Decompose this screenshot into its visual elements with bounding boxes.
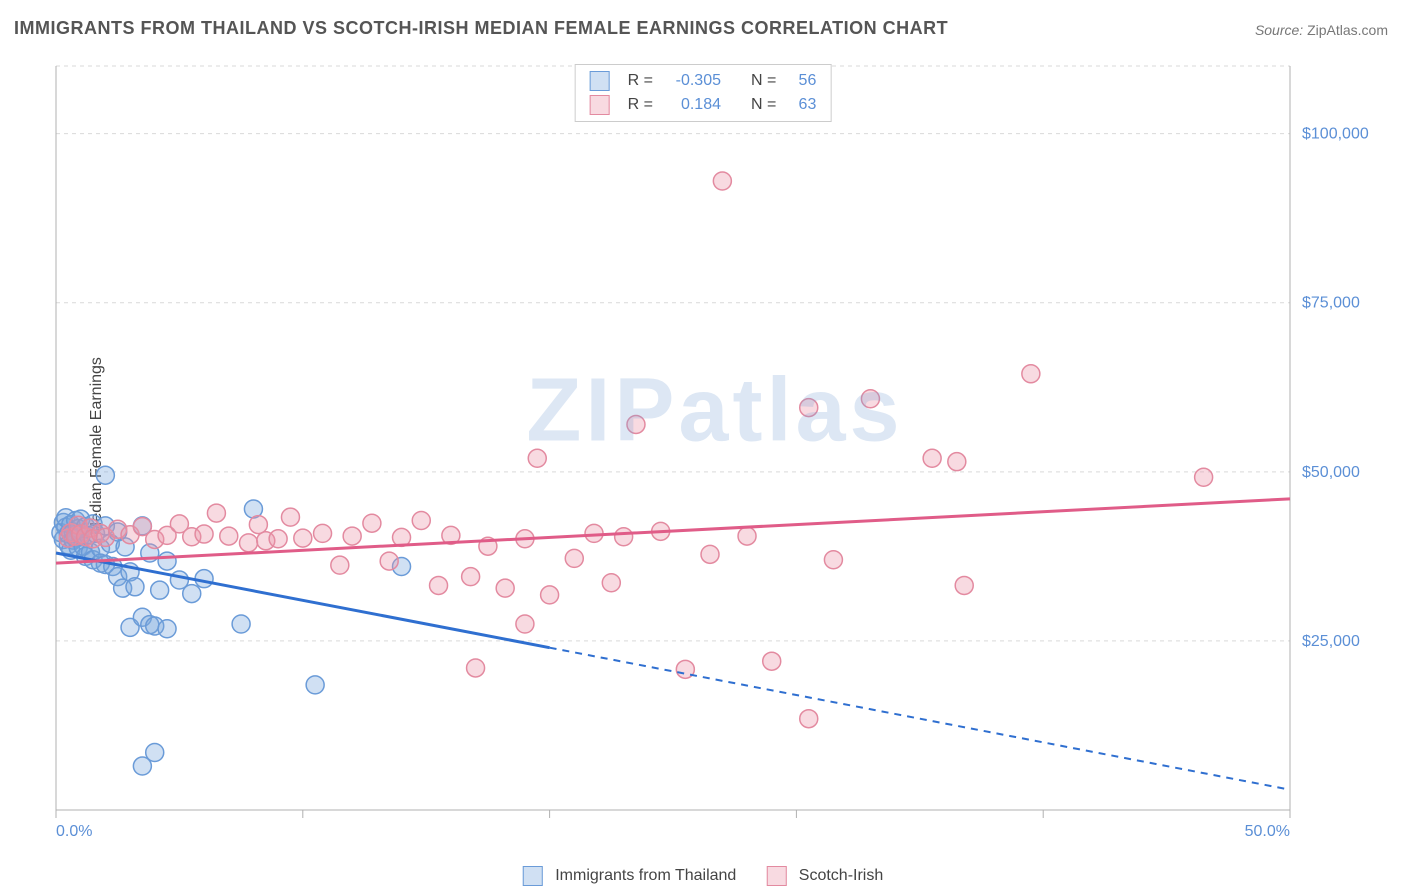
legend-item-1: Immigrants from Thailand <box>523 866 737 886</box>
legend-label-1: Immigrants from Thailand <box>555 867 736 884</box>
n-value-2: 63 <box>786 93 816 117</box>
svg-text:$75,000: $75,000 <box>1302 295 1360 312</box>
legend-swatch-pink-2 <box>766 866 786 886</box>
r-label: R = <box>628 69 653 93</box>
r-value-2: 0.184 <box>663 93 721 117</box>
legend-row-series2: R = 0.184 N = 63 <box>590 93 817 117</box>
legend-swatch-blue-2 <box>523 866 543 886</box>
legend-label-2: Scotch-Irish <box>799 867 883 884</box>
chart-title: IMMIGRANTS FROM THAILAND VS SCOTCH-IRISH… <box>14 18 948 39</box>
series-legend: Immigrants from Thailand Scotch-Irish <box>523 866 883 886</box>
n-label: N = <box>751 69 776 93</box>
r-label-2: R = <box>628 93 653 117</box>
chart-container: IMMIGRANTS FROM THAILAND VS SCOTCH-IRISH… <box>0 0 1406 892</box>
source-attribution: Source: ZipAtlas.com <box>1255 22 1388 38</box>
svg-text:0.0%: 0.0% <box>56 823 92 840</box>
n-value-1: 56 <box>786 69 816 93</box>
source-label: Source: <box>1255 22 1303 38</box>
correlation-legend: R = -0.305 N = 56 R = 0.184 N = 63 <box>575 64 832 122</box>
n-label-2: N = <box>751 93 776 117</box>
legend-row-series1: R = -0.305 N = 56 <box>590 69 817 93</box>
svg-text:$25,000: $25,000 <box>1302 633 1360 650</box>
svg-text:$50,000: $50,000 <box>1302 464 1360 481</box>
svg-text:$100,000: $100,000 <box>1302 126 1369 143</box>
legend-item-2: Scotch-Irish <box>766 866 883 886</box>
svg-text:50.0%: 50.0% <box>1245 823 1290 840</box>
r-value-1: -0.305 <box>663 69 721 93</box>
chart-svg: $25,000 $50,000 $75,000 $100,000 0.0% 50.0% <box>50 60 1380 840</box>
legend-swatch-blue <box>590 71 610 91</box>
legend-swatch-pink <box>590 95 610 115</box>
plot-area: $25,000$50,000$75,000$100,0000.0%50.0% Z… <box>50 60 1380 840</box>
source-value: ZipAtlas.com <box>1307 22 1388 38</box>
